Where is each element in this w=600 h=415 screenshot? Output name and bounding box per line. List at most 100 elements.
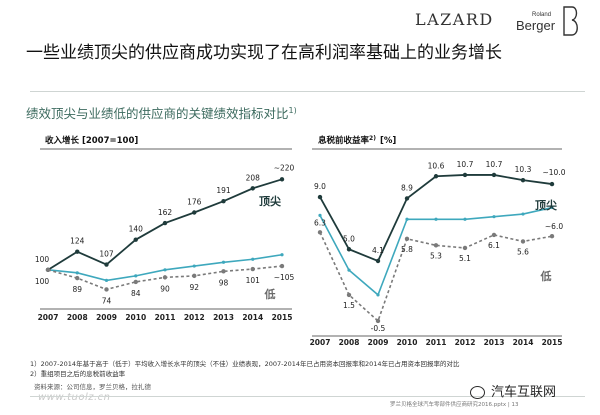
page-subtitle: 绩效顶尖与业绩低的供应商的关键绩效指标对比1): [26, 103, 297, 122]
chart-title-unit: [%]: [380, 136, 396, 146]
footnote-1: 1）2007-2014年基于高于（低于）平均收入增长水平的顶尖（不佳）业绩表现，…: [30, 360, 460, 368]
data-label: 107: [99, 250, 114, 259]
subtitle-footnote-mark: 1): [288, 105, 297, 115]
x-tick-label: 2013: [213, 313, 234, 322]
top-performer-point: [221, 198, 226, 204]
data-label: 5.8: [401, 245, 413, 254]
average-point: [251, 257, 255, 261]
x-tick-label: 2013: [484, 338, 505, 347]
data-label: 124: [70, 237, 85, 246]
data-label: 140: [129, 225, 144, 234]
x-tick-label: 2011: [155, 313, 176, 322]
wechat-icon: [470, 386, 485, 399]
top-series-label: 顶尖: [535, 198, 557, 212]
average-point: [221, 260, 226, 264]
low-performer-point: [75, 275, 80, 281]
data-label: 100: [35, 255, 50, 264]
average-point: [434, 217, 438, 221]
average-point: [376, 293, 380, 297]
chart-title-sup: 2): [369, 135, 376, 142]
average-point: [463, 217, 467, 221]
data-label: ~105: [274, 273, 295, 282]
low-performer-point: [346, 292, 352, 298]
average-point: [280, 253, 284, 257]
top-performer-point: [250, 186, 255, 191]
low-performer-point: [279, 263, 285, 269]
average-point: [405, 217, 409, 221]
x-tick-label: 2014: [513, 338, 534, 347]
watermark: www.tuolz.cn: [38, 392, 111, 403]
data-label: 10.7: [457, 160, 474, 169]
x-tick-label: 2010: [125, 313, 146, 322]
data-label: 5.0: [343, 234, 355, 243]
top-performer-point: [104, 262, 109, 267]
data-label: 100: [35, 277, 50, 286]
top-performer-point: [133, 237, 138, 242]
average-point: [75, 271, 79, 275]
footnote-2: 2）重组项目之后的息税前收益率: [30, 370, 126, 378]
x-tick-label: 2009: [96, 313, 117, 322]
data-label: 5.1: [459, 254, 471, 263]
average-point: [192, 264, 196, 268]
data-label: 208: [246, 173, 261, 182]
chart-title: 收入增长 [2007=100]: [45, 135, 138, 146]
data-label: 5.6: [517, 247, 529, 256]
x-tick-label: 2009: [368, 338, 389, 347]
low-performer-point: [317, 230, 323, 235]
top-performer-point: [162, 220, 168, 226]
data-label: 1.5: [343, 301, 355, 310]
top-performer-point: [75, 249, 80, 254]
roland-berger-b-logo-icon: [563, 6, 578, 36]
roland-berger-logo-text: Roland Berger: [516, 12, 555, 34]
low-performer-point: [133, 279, 138, 285]
data-label: ~6.0: [545, 222, 563, 231]
top-performer-point: [279, 177, 285, 182]
low-performer-point: [549, 234, 555, 239]
chart-title: 息税前收益率2) [%]: [318, 135, 396, 146]
subtitle-text: 绩效顶尖与业绩低的供应商的关键绩效指标对比: [26, 106, 289, 121]
data-label: 176: [187, 198, 202, 207]
low-series-label: 低: [540, 269, 552, 283]
x-tick-label: 2014: [242, 313, 263, 322]
data-label: 8.9: [401, 183, 413, 192]
top-performer-point: [549, 181, 555, 187]
low-series-label: 低: [264, 287, 276, 301]
data-label: 101: [246, 276, 261, 285]
top-performer-point: [404, 196, 410, 201]
data-label: 5.3: [430, 251, 442, 260]
low-performer-point: [433, 243, 439, 248]
top-performer-point: [317, 194, 323, 200]
average-point: [492, 215, 496, 219]
x-tick-label: 2012: [184, 313, 205, 322]
data-label: 10.7: [486, 160, 503, 169]
data-label: ~220: [274, 163, 295, 172]
top-performer-point: [491, 172, 497, 178]
data-label: -0.5: [371, 324, 386, 333]
x-tick-label: 2008: [67, 313, 88, 322]
data-label: 92: [189, 283, 199, 292]
data-label: 6.1: [488, 241, 500, 250]
top-performer-point: [375, 258, 381, 264]
data-label: 162: [158, 208, 173, 217]
data-label: 10.3: [515, 165, 532, 174]
low-performer-point: [462, 245, 468, 251]
data-label: 90: [160, 284, 170, 293]
low-performer-point: [45, 267, 51, 273]
average-point: [163, 268, 167, 272]
data-label: 84: [131, 289, 141, 298]
top-performer-point: [520, 177, 526, 183]
low-performer-point: [520, 239, 526, 244]
low-performer-point: [104, 287, 109, 292]
top-performer-point: [192, 210, 197, 215]
average-point: [521, 212, 525, 216]
low-performer-point: [250, 266, 255, 272]
top-performer-point: [433, 174, 439, 179]
data-label: 10.6: [428, 161, 445, 170]
x-tick-label: 2015: [272, 313, 293, 322]
top-series-label: 顶尖: [259, 194, 281, 208]
average-point: [134, 274, 138, 278]
low-performer-point: [221, 269, 226, 274]
footer-divider: [30, 396, 585, 397]
berger-text: Berger: [516, 18, 556, 33]
top-performer-point: [346, 247, 352, 252]
